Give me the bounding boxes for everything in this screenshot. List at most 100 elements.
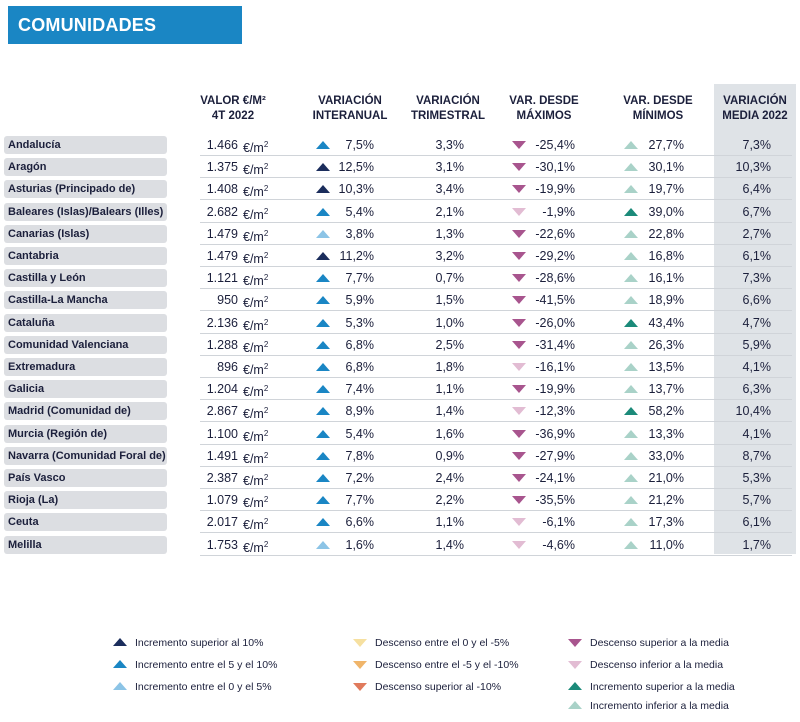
unit-exponent: 2	[263, 184, 269, 194]
minimos-value: 43,4%	[648, 315, 684, 330]
minimos-triangle-icon	[624, 207, 638, 216]
minimos-triangle-icon	[624, 163, 638, 172]
header-media-line2: MEDIA 2022	[722, 110, 788, 122]
row-divider	[200, 443, 792, 445]
maximos-triangle-icon	[512, 185, 526, 194]
legend-item: Descenso inferior a la media	[568, 658, 724, 672]
trimestral-value: 3,4%	[435, 182, 465, 197]
maximos-triangle-icon	[512, 407, 526, 416]
interanual-value: 5,4%	[345, 426, 375, 441]
trimestral-value: 1,0%	[435, 315, 465, 330]
interanual-value: 5,4%	[345, 204, 375, 219]
minimos-value: 19,7%	[648, 182, 684, 197]
legend-label: Descenso inferior a la media	[590, 659, 724, 671]
legend-item: Incremento superior al 10%	[113, 636, 263, 650]
legend-item: Descenso entre el -5 y el -10%	[353, 658, 519, 672]
unit-text: €/m	[243, 318, 264, 333]
price-value: 1.204	[206, 382, 238, 397]
page-title: COMUNIDADES AUTÓNOMAS	[8, 6, 242, 73]
price-value: 2.682	[206, 204, 238, 219]
header-minimos: VAR. DESDE MÍNIMOS	[614, 94, 702, 124]
row-divider	[200, 399, 792, 401]
legend-item: Incremento entre el 0 y el 5%	[113, 680, 272, 694]
table-row: País Vasco 2.387 €/m2 7,2% 2,4% -24,1% 21,0% 5,…	[0, 467, 800, 489]
maximos-value: -1,9%	[542, 204, 575, 219]
interanual-triangle-icon	[316, 429, 330, 438]
media-value: 6,6%	[742, 293, 772, 308]
header-valor-line1: VALOR €/M²	[200, 95, 266, 107]
price-unit: €/m2	[243, 312, 268, 337]
maximos-triangle-icon	[512, 296, 526, 305]
media-value: 4,1%	[742, 360, 772, 374]
region-name: Rioja (La)	[4, 491, 167, 510]
media-value: 5,7%	[742, 493, 772, 508]
trimestral-value: 2,5%	[435, 337, 465, 352]
table-row: Comunidad Valenciana 1.288 €/m2 6,8% 2,5% -31…	[0, 334, 800, 356]
minimos-triangle-icon	[624, 318, 638, 327]
minimos-value: 18,9%	[648, 293, 684, 308]
minimos-value: 16,8%	[648, 249, 684, 263]
region-name: Extremadura	[4, 358, 167, 376]
unit-text: €/m	[243, 296, 264, 311]
unit-exponent: 2	[263, 539, 269, 549]
header-maximos-line2: MÁXIMOS	[516, 110, 572, 122]
legend-triangle-icon	[568, 701, 582, 709]
unit-text: €/m	[243, 385, 264, 400]
minimos-value: 58,2%	[648, 404, 684, 419]
unit-exponent: 2	[263, 339, 269, 349]
minimos-triangle-icon	[624, 407, 638, 416]
price-unit: €/m2	[243, 245, 268, 270]
price-value: 1.079	[206, 493, 238, 508]
row-divider	[200, 332, 792, 334]
interanual-value: 3,8%	[345, 226, 375, 241]
price-value: 1.408	[206, 182, 238, 197]
trimestral-value: 3,1%	[435, 160, 465, 175]
interanual-triangle-icon	[316, 296, 330, 305]
unit-exponent: 2	[263, 384, 269, 394]
price-value: 1.288	[206, 337, 238, 352]
header-interanual-line1: VARIACIÓN	[318, 95, 382, 107]
header-minimos-line2: MÍNIMOS	[632, 110, 684, 122]
maximos-value: -25,4%	[535, 138, 575, 152]
price-value: 1.466	[206, 138, 238, 152]
legend-label: Descenso superior al -10%	[375, 681, 502, 693]
price-value: 2.017	[206, 515, 238, 530]
price-unit: €/m2	[243, 400, 268, 425]
price-value: 1.479	[206, 226, 238, 241]
unit-exponent: 2	[263, 317, 269, 327]
price-unit: €/m2	[243, 467, 268, 492]
interanual-triangle-icon	[316, 407, 330, 416]
region-name: Comunidad Valenciana	[4, 335, 167, 354]
table-row: Cataluña 2.136 €/m2 5,3% 1,0% -26,0% 43,4% 4,7%	[0, 312, 800, 334]
interanual-value: 7,8%	[345, 448, 375, 463]
price-value: 2.387	[206, 471, 238, 485]
interanual-triangle-icon	[316, 363, 330, 371]
legend-triangle-icon	[568, 682, 582, 690]
maximos-triangle-icon	[512, 141, 526, 149]
region-name: Cataluña	[4, 313, 167, 332]
media-value: 7,3%	[742, 271, 772, 286]
price-value: 2.867	[206, 404, 238, 419]
legend-item: Descenso entre el 0 y el -5%	[353, 636, 509, 650]
media-value: 6,3%	[742, 382, 772, 397]
header-trimestral-line1: VARIACIÓN	[416, 95, 480, 107]
minimos-triangle-icon	[624, 274, 638, 283]
interanual-value: 7,5%	[345, 138, 375, 152]
price-unit: €/m2	[243, 156, 268, 181]
minimos-triangle-icon	[624, 141, 638, 149]
maximos-triangle-icon	[512, 540, 526, 549]
row-divider	[200, 510, 792, 512]
interanual-triangle-icon	[316, 163, 330, 172]
interanual-triangle-icon	[316, 496, 330, 505]
row-divider	[200, 354, 792, 356]
minimos-value: 16,1%	[648, 271, 684, 286]
unit-text: €/m	[243, 474, 264, 488]
header-media-line1: VARIACIÓN	[723, 95, 787, 107]
unit-text: €/m	[243, 363, 264, 377]
interanual-triangle-icon	[316, 474, 330, 482]
header-media: VARIACIÓN MEDIA 2022	[714, 94, 796, 124]
table-row: Andalucía 1.466 €/m2 7,5% 3,3% -25,4% 27,7% 7,3…	[0, 134, 800, 156]
table-row: Madrid (Comunidad de) 2.867 €/m2 8,9% 1,4% -1…	[0, 400, 800, 425]
minimos-triangle-icon	[624, 296, 638, 305]
price-unit: €/m2	[243, 534, 268, 559]
